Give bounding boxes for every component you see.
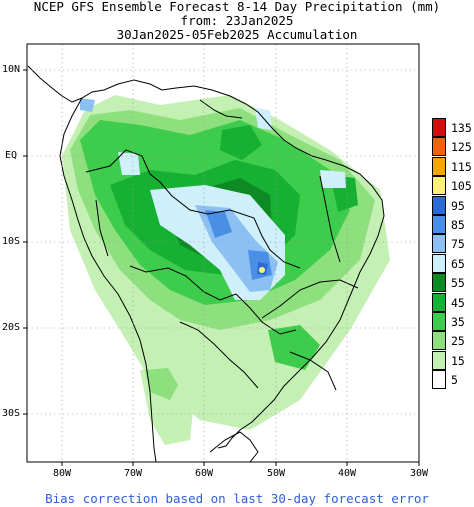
legend-swatch (432, 176, 446, 196)
lat-label-10s: 10S (2, 236, 21, 247)
legend-swatch (432, 137, 446, 157)
legend-label: 115 (451, 159, 472, 174)
legend-label: 5 (451, 373, 458, 388)
precip-field-105 (259, 267, 265, 273)
legend-swatch (432, 331, 446, 351)
legend-label: 95 (451, 198, 465, 213)
legend-label: 105 (451, 179, 472, 194)
lon-label-50w: 50W (266, 468, 286, 479)
accumulation-period: 30Jan2025-05Feb2025 Accumulation (116, 27, 358, 42)
legend-swatch (432, 215, 446, 234)
lat-label-10n: 10N (2, 64, 21, 75)
lat-label-eq: EQ (5, 150, 18, 161)
legend-swatch (432, 118, 446, 137)
legend-swatch (432, 370, 446, 390)
legend-label: 25 (451, 334, 465, 349)
legend-label: 15 (451, 353, 465, 368)
legend-label: 125 (451, 140, 472, 155)
legend-swatch (432, 292, 446, 312)
lon-label-70w: 70W (123, 468, 143, 479)
legend-swatch (432, 253, 446, 273)
legend-swatch (432, 156, 446, 176)
legend-swatch (432, 195, 446, 215)
map-frame (26, 43, 420, 463)
legend-label: 65 (451, 256, 465, 271)
legend-label: 45 (451, 295, 465, 310)
lat-label-20s: 20S (2, 322, 21, 333)
legend-label: 35 (451, 315, 465, 329)
lon-label-30w: 30W (409, 468, 429, 479)
axis-ticks (23, 69, 420, 466)
map-title: NCEP GFS Ensemble Forecast 8-14 Day Prec… (33, 0, 441, 14)
legend-swatch (432, 234, 446, 254)
bias-correction-note: Bias correction based on last 30-day for… (45, 491, 429, 506)
legend-label: 55 (451, 276, 465, 291)
lon-label-40w: 40W (337, 468, 357, 479)
legend-swatch (432, 350, 446, 370)
legend-label: 75 (451, 237, 465, 252)
lat-label-30s: 30S (2, 408, 21, 419)
lon-label-60w: 60W (194, 468, 214, 479)
legend-swatch (432, 273, 446, 293)
coastlines-borders (27, 65, 385, 462)
legend-swatch (432, 312, 446, 331)
legend-label: 85 (451, 218, 465, 232)
forecast-issue-date: from: 23Jan2025 (180, 13, 294, 28)
lon-label-80w: 80W (52, 468, 72, 479)
legend-label: 135 (451, 121, 472, 135)
